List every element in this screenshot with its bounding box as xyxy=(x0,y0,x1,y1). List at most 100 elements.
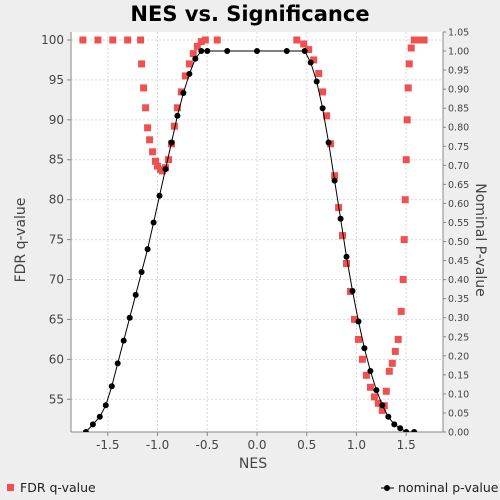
data-point xyxy=(152,157,159,165)
data-point xyxy=(254,48,260,54)
data-point xyxy=(394,335,402,343)
data-point xyxy=(355,335,362,343)
data-point xyxy=(137,36,145,44)
x-axis-label: NES xyxy=(239,456,267,472)
data-point xyxy=(283,48,290,54)
data-point xyxy=(313,78,320,85)
chart-title: NES vs. Significance xyxy=(130,2,369,26)
y-tick-label-left: 100 xyxy=(41,33,64,47)
data-point xyxy=(185,60,193,68)
y-tick-label-right: 0.35 xyxy=(448,294,469,305)
data-point xyxy=(351,315,358,323)
data-point xyxy=(397,307,405,315)
data-point xyxy=(102,402,109,409)
data-point xyxy=(192,55,199,62)
x-tick-label: 1.0 xyxy=(347,438,366,452)
y-tick-label-left: 80 xyxy=(49,193,64,207)
data-point xyxy=(397,425,404,432)
y-tick-label-right: 0.00 xyxy=(448,428,469,439)
data-point xyxy=(415,36,423,44)
data-point xyxy=(331,172,339,180)
y-tick-label-right: 0.70 xyxy=(448,161,469,172)
data-point xyxy=(193,42,201,50)
data-point xyxy=(405,60,413,68)
data-point xyxy=(144,124,152,132)
y-tick-label-right: 0.25 xyxy=(448,332,469,343)
data-point xyxy=(404,84,412,92)
data-point xyxy=(319,88,327,96)
y-tick-label-right: 0.60 xyxy=(448,199,469,210)
data-point xyxy=(358,355,366,363)
data-point xyxy=(343,253,350,260)
x-tick-label: 0.5 xyxy=(297,438,316,452)
data-point xyxy=(108,383,115,390)
y-tick-label-right: 0.30 xyxy=(448,313,469,324)
data-point xyxy=(402,156,410,164)
data-point xyxy=(403,116,411,124)
data-point xyxy=(89,421,96,428)
data-point xyxy=(132,291,139,298)
y-tick-label-right: 0.95 xyxy=(448,66,469,77)
data-point xyxy=(168,139,175,146)
y-tick-label-right: 0.90 xyxy=(448,85,469,96)
data-point xyxy=(373,387,380,394)
data-point xyxy=(325,139,332,146)
y-tick-label-right: 0.10 xyxy=(448,389,469,400)
data-point xyxy=(162,166,169,173)
data-point xyxy=(420,36,428,44)
data-point xyxy=(181,72,189,80)
y-tick-label-right: 0.50 xyxy=(448,237,469,248)
data-point xyxy=(142,104,150,112)
data-point xyxy=(300,40,308,48)
data-point xyxy=(379,402,386,409)
data-point xyxy=(362,371,370,379)
x-tick-label: 1.5 xyxy=(397,438,416,452)
legend-label-fdr: FDR q-value xyxy=(20,480,96,495)
y-tick-label-right: 0.55 xyxy=(448,218,469,229)
axes-layer: -1.5 -1.0 -0.5 0.0 0.5 1.0 1.5 55 60 65 70 75 80 85 90… xyxy=(41,28,469,453)
legend: FDR q-value nominal p-value xyxy=(7,480,499,495)
y-tick-label-right: 0.80 xyxy=(448,123,469,134)
series-layer xyxy=(79,36,428,432)
y-tick-label-right: 1.00 xyxy=(448,47,469,58)
y-tick-label-left: 85 xyxy=(49,153,64,167)
data-point xyxy=(403,429,410,432)
data-point xyxy=(109,36,117,44)
data-point xyxy=(319,105,326,112)
data-point xyxy=(355,318,362,325)
data-point xyxy=(385,413,392,420)
data-point xyxy=(144,246,151,253)
data-point xyxy=(331,177,338,184)
y-tick-label-right: 1.05 xyxy=(448,28,469,39)
data-point xyxy=(140,84,148,92)
data-point xyxy=(173,104,181,112)
data-point xyxy=(150,219,157,226)
data-point xyxy=(197,38,205,46)
data-point xyxy=(156,192,163,199)
data-point xyxy=(411,429,418,432)
data-point xyxy=(96,413,103,420)
data-point xyxy=(213,36,221,44)
x-tick-label: -1.5 xyxy=(96,438,119,452)
data-point xyxy=(165,156,172,164)
grid-layer xyxy=(71,32,443,432)
data-point xyxy=(204,48,211,54)
data-point xyxy=(410,36,418,44)
data-point xyxy=(349,288,356,294)
data-point xyxy=(400,236,408,244)
data-point xyxy=(339,232,346,240)
y-tick-label-right: 0.15 xyxy=(448,370,469,381)
data-point xyxy=(305,46,313,54)
y-tick-label-right: 0.85 xyxy=(448,104,469,115)
data-point xyxy=(126,314,133,321)
data-point xyxy=(189,50,197,58)
data-point xyxy=(293,36,301,44)
y-tick-label-right: 0.45 xyxy=(448,256,469,267)
data-point xyxy=(138,60,146,68)
data-point xyxy=(114,360,121,367)
data-point xyxy=(201,36,209,44)
data-point xyxy=(374,399,382,407)
y-tick-label-left: 55 xyxy=(49,392,64,406)
data-point xyxy=(307,59,314,66)
